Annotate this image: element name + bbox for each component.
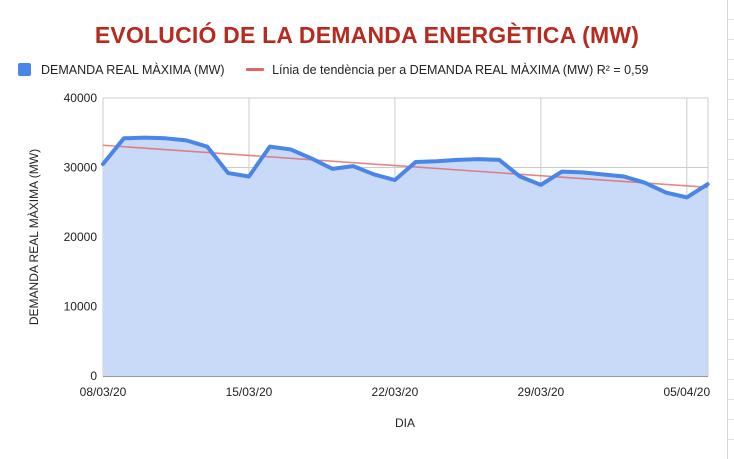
y-axis-title: DEMANDA REAL MÀXIMA (MW) [26, 149, 41, 325]
legend-swatch-series [18, 63, 31, 77]
data-point [289, 147, 293, 151]
data-point [643, 181, 647, 185]
series-line [101, 135, 710, 200]
x-axis-title: DIA [395, 416, 415, 430]
trendline-layer [102, 144, 708, 189]
data-point [226, 171, 230, 175]
area-layer [103, 137, 708, 376]
data-point [330, 167, 334, 171]
data-point [247, 175, 251, 179]
legend-swatch-trendline [246, 68, 265, 72]
y-tick-label: 10000 [64, 300, 98, 314]
trendline [102, 144, 708, 189]
legend[interactable]: DEMANDA REAL MÀXIMA (MW) Línia de tendèn… [18, 62, 667, 80]
data-point [372, 172, 376, 176]
x-tick-label: 05/04/20 [663, 385, 710, 399]
data-point [164, 136, 168, 140]
data-point [497, 158, 501, 162]
data-point [539, 183, 543, 187]
data-point [622, 175, 626, 179]
y-tick-label: 30000 [64, 161, 98, 175]
data-point [664, 191, 668, 195]
y-tick-label: 40000 [64, 91, 98, 105]
data-point [351, 164, 355, 168]
x-tick-label: 29/03/20 [517, 385, 564, 399]
chart-title: EVOLUCIÓ DE LA DEMANDA ENERGÈTICA (MW) [94, 22, 640, 48]
y-tick-label: 0 [90, 369, 97, 383]
data-point [601, 172, 605, 176]
data-point [414, 160, 418, 164]
data-point [706, 182, 710, 186]
x-tick-label: 08/03/20 [80, 385, 127, 399]
data-point [393, 178, 397, 182]
data-point [205, 145, 209, 149]
legend-label-trendline: Línia de tendència per a DEMANDA REAL MÀ… [272, 62, 649, 77]
spreadsheet-grid-edge [727, 0, 734, 459]
data-point [101, 162, 105, 166]
data-point [455, 158, 459, 162]
data-point [560, 170, 564, 174]
data-point [518, 175, 522, 179]
y-tick-label: 20000 [64, 230, 98, 244]
data-point [685, 195, 689, 199]
data-point [435, 159, 439, 163]
data-point [184, 138, 188, 142]
series-area [103, 137, 708, 376]
series-line-layer [101, 135, 710, 200]
data-point [122, 136, 126, 140]
data-point [143, 136, 147, 140]
x-tick-label: 15/03/20 [226, 385, 273, 399]
legend-label-series: DEMANDA REAL MÀXIMA (MW) [41, 62, 225, 77]
data-point [310, 156, 314, 160]
x-tick-label: 22/03/20 [372, 385, 419, 399]
x-tick-labels: 08/03/20 15/03/20 22/03/20 29/03/20 05/04/20 [80, 385, 711, 399]
data-point [268, 145, 272, 149]
data-point [476, 157, 480, 161]
y-tick-labels: 0 10000 20000 30000 40000 [64, 91, 98, 383]
legend-item-series[interactable]: DEMANDA REAL MÀXIMA (MW) [18, 63, 225, 77]
legend-item-trendline[interactable]: Línia de tendència per a DEMANDA REAL MÀ… [246, 62, 649, 77]
data-point [581, 170, 585, 174]
